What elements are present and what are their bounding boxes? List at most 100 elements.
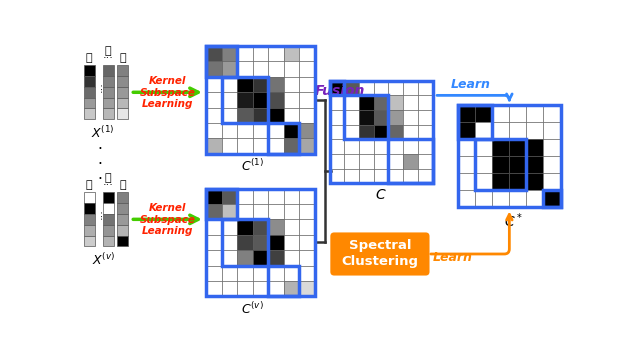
- Bar: [492, 105, 509, 122]
- Bar: [84, 87, 95, 98]
- Bar: [300, 235, 315, 250]
- Bar: [359, 154, 374, 169]
- Text: Kernel
Subspace
Learning: Kernel Subspace Learning: [140, 76, 195, 109]
- Text: $C^{(1)}$: $C^{(1)}$: [241, 158, 264, 174]
- Bar: [237, 204, 253, 219]
- Bar: [84, 203, 95, 214]
- Bar: [206, 189, 315, 296]
- Bar: [418, 139, 433, 154]
- Bar: [359, 169, 374, 183]
- Bar: [222, 108, 237, 123]
- Bar: [253, 281, 268, 296]
- Text: 📷: 📷: [104, 46, 111, 56]
- Bar: [206, 265, 222, 281]
- Bar: [330, 81, 344, 95]
- Text: 📷: 📷: [104, 173, 111, 183]
- Bar: [237, 281, 253, 296]
- Bar: [458, 105, 561, 207]
- Bar: [403, 125, 418, 139]
- Bar: [476, 139, 492, 156]
- Bar: [388, 169, 403, 183]
- Bar: [344, 169, 359, 183]
- Bar: [222, 189, 237, 204]
- Bar: [509, 139, 526, 156]
- Bar: [458, 156, 476, 173]
- Bar: [206, 250, 222, 265]
- Bar: [222, 92, 237, 108]
- Bar: [359, 125, 374, 139]
- Bar: [84, 65, 95, 76]
- Bar: [300, 77, 315, 92]
- Bar: [458, 105, 492, 139]
- Bar: [206, 46, 315, 154]
- Bar: [509, 190, 526, 207]
- Bar: [403, 110, 418, 125]
- Bar: [268, 265, 284, 281]
- Bar: [374, 154, 388, 169]
- Bar: [300, 219, 315, 235]
- Bar: [103, 214, 114, 225]
- Bar: [103, 98, 114, 108]
- Bar: [206, 189, 237, 219]
- Bar: [543, 122, 561, 139]
- Bar: [253, 265, 268, 281]
- Bar: [103, 76, 114, 87]
- Bar: [388, 154, 403, 169]
- Bar: [388, 139, 433, 183]
- Bar: [543, 190, 561, 207]
- Bar: [492, 156, 509, 173]
- Bar: [117, 76, 128, 87]
- Text: ...: ...: [93, 81, 104, 92]
- Bar: [527, 105, 543, 122]
- Bar: [284, 92, 300, 108]
- Text: 🪑: 🪑: [86, 180, 93, 190]
- Bar: [237, 123, 253, 138]
- Bar: [476, 122, 492, 139]
- Bar: [117, 65, 128, 76]
- Text: Spectral
Clustering: Spectral Clustering: [341, 239, 419, 269]
- Text: ···: ···: [103, 53, 114, 63]
- Bar: [374, 81, 388, 95]
- Bar: [222, 46, 237, 62]
- Bar: [103, 65, 114, 76]
- Bar: [492, 139, 509, 156]
- FancyBboxPatch shape: [330, 232, 429, 276]
- Bar: [222, 62, 237, 77]
- Bar: [330, 110, 344, 125]
- Bar: [237, 92, 253, 108]
- Bar: [268, 250, 284, 265]
- Bar: [206, 92, 222, 108]
- Bar: [222, 77, 268, 123]
- Bar: [300, 204, 315, 219]
- Bar: [253, 108, 268, 123]
- Bar: [330, 154, 344, 169]
- Text: ⚽: ⚽: [119, 53, 126, 63]
- Bar: [344, 139, 359, 154]
- Bar: [253, 235, 268, 250]
- Bar: [330, 125, 344, 139]
- Bar: [268, 92, 284, 108]
- Bar: [103, 87, 114, 98]
- Bar: [237, 108, 253, 123]
- Bar: [418, 154, 433, 169]
- Bar: [117, 203, 128, 214]
- Bar: [527, 190, 543, 207]
- Bar: [284, 189, 300, 204]
- Bar: [330, 169, 344, 183]
- Bar: [344, 95, 359, 110]
- Text: 🪑: 🪑: [86, 53, 93, 63]
- Bar: [237, 189, 253, 204]
- Bar: [300, 123, 315, 138]
- Bar: [84, 76, 95, 87]
- Bar: [222, 204, 237, 219]
- Bar: [84, 235, 95, 246]
- Bar: [284, 62, 300, 77]
- Bar: [284, 123, 300, 138]
- Bar: [388, 125, 403, 139]
- Bar: [403, 154, 418, 169]
- Bar: [206, 219, 222, 235]
- Bar: [284, 235, 300, 250]
- Bar: [284, 281, 300, 296]
- Text: Fusion: Fusion: [314, 84, 365, 98]
- Bar: [458, 122, 476, 139]
